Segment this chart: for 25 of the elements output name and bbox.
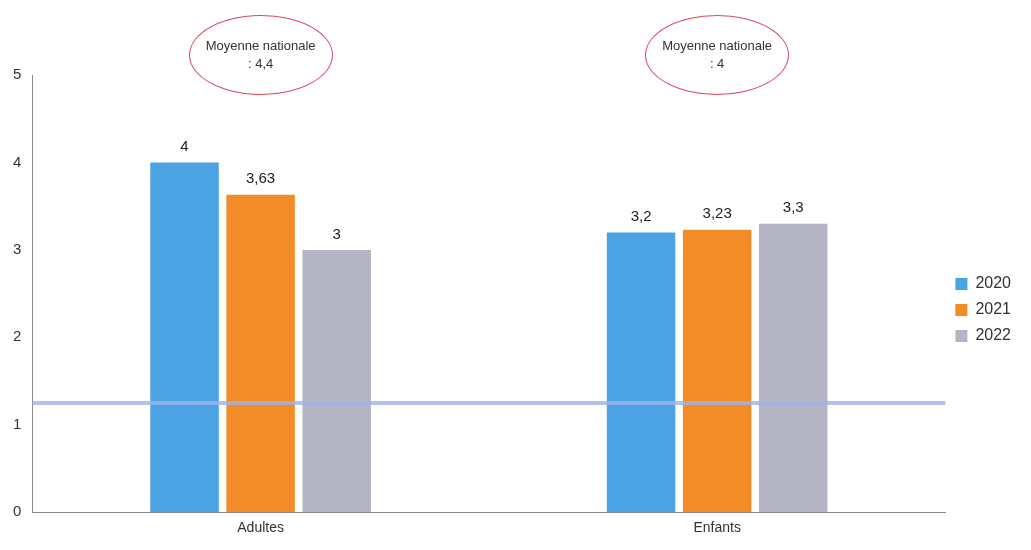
x-tick-label: Enfants <box>693 519 741 536</box>
data-label: 3,23 <box>702 204 732 222</box>
y-tick-label: 0 <box>13 502 22 520</box>
bar <box>758 223 828 513</box>
legend-label: 2020 <box>975 274 1012 292</box>
data-label: 3,3 <box>782 198 804 216</box>
text: Moyenne nationale : 4 <box>662 37 773 73</box>
data-label: 3,2 <box>630 207 652 225</box>
data-label: 3,63 <box>246 169 276 187</box>
text: Moyenne nationale : 4,4 <box>205 37 316 73</box>
data-label: 3 <box>332 224 341 242</box>
y-tick-label: 2 <box>13 327 22 345</box>
y-tick-label: 1 <box>13 414 22 432</box>
y-tick-label: 5 <box>13 65 22 83</box>
bar <box>606 232 676 513</box>
y-tick-label: 4 <box>13 152 22 170</box>
data-label: 4 <box>180 137 189 155</box>
legend-label: 2021 <box>975 300 1012 318</box>
bar <box>150 162 219 513</box>
bar <box>682 229 752 513</box>
bar <box>302 249 371 513</box>
bar <box>226 194 295 513</box>
y-tick-label: 3 <box>13 240 22 258</box>
legend-label: 2022 <box>975 326 1012 344</box>
x-tick-label: Adultes <box>237 519 284 536</box>
